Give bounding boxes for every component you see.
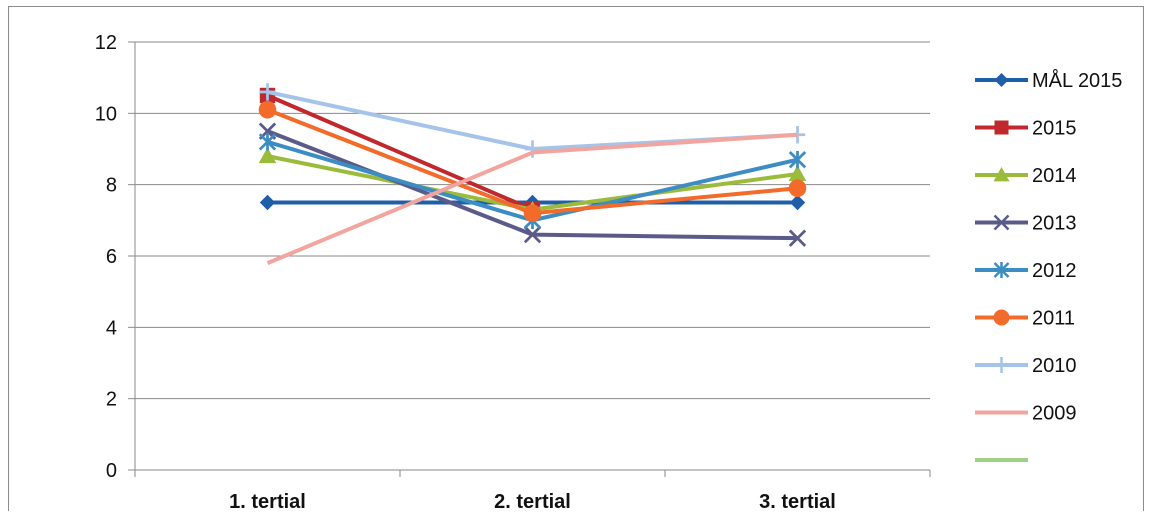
- series-2009: [266, 132, 798, 265]
- axes: 0 2 4 6 8 10 12 1. tertial 2. tertial 3. tertial: [95, 32, 931, 513]
- legend-label: 2009: [1032, 403, 1077, 425]
- legend-label: 2015: [1032, 118, 1077, 140]
- x-tick-label: 3. tertial: [759, 491, 836, 513]
- data-point: [994, 73, 1009, 87]
- data-point: [523, 204, 542, 222]
- y-tick-label: 6: [106, 246, 117, 268]
- legend-item: 2015: [975, 118, 1077, 140]
- legend-item: 2010: [975, 355, 1077, 377]
- legend-item: 2014: [975, 165, 1077, 187]
- data-point: [258, 100, 277, 119]
- y-tick-label: 4: [106, 317, 117, 339]
- legend-item: 2009: [975, 403, 1077, 425]
- legend-item: 2013: [975, 213, 1077, 235]
- data-point: [994, 357, 1009, 373]
- series-2010: [259, 83, 806, 158]
- data-point: [258, 147, 277, 164]
- series-lines: [258, 83, 807, 265]
- data-point: [993, 214, 1010, 231]
- y-tick-label: 2: [106, 389, 117, 411]
- data-point: [524, 140, 541, 158]
- data-point: [993, 262, 1010, 278]
- series-line: [266, 132, 798, 265]
- x-tick-label: 1. tertial: [229, 491, 306, 513]
- legend-label: 2010: [1032, 355, 1077, 377]
- series-2011: [258, 100, 807, 222]
- y-tick-label: 8: [106, 175, 117, 197]
- chart-frame: [8, 6, 1144, 511]
- y-tick-label: 10: [95, 103, 117, 125]
- legend-item: 2012: [975, 260, 1077, 282]
- data-point: [788, 179, 807, 198]
- legend-label: 2012: [1032, 260, 1077, 282]
- data-point: [523, 225, 542, 244]
- y-tick-label: 0: [106, 460, 117, 482]
- data-point: [993, 309, 1010, 326]
- data-point: [788, 151, 807, 169]
- data-point: [788, 229, 807, 247]
- legend-label: 2011: [1032, 308, 1075, 330]
- y-tick-label: 12: [95, 32, 117, 54]
- data-point: [258, 133, 277, 151]
- data-point: [788, 165, 807, 182]
- data-point: [789, 194, 806, 211]
- legend-label: 2014: [1032, 165, 1077, 187]
- data-point: [259, 194, 276, 211]
- series-line: [266, 93, 534, 212]
- x-tick-label: 2. tertial: [494, 491, 571, 513]
- legend-item: MÅL 2015: [975, 69, 1122, 92]
- data-point: [993, 167, 1010, 182]
- data-point: [259, 83, 276, 101]
- legend: MÅL 2015 2015 2014 2013 2012 2011 2010 2009: [975, 69, 1122, 462]
- legend-item: 2011: [975, 308, 1075, 330]
- legend-label: MÅL 2015: [1032, 69, 1122, 92]
- gridlines: [135, 41, 930, 400]
- legend-label: 2013: [1032, 213, 1077, 235]
- data-point: [994, 120, 1009, 135]
